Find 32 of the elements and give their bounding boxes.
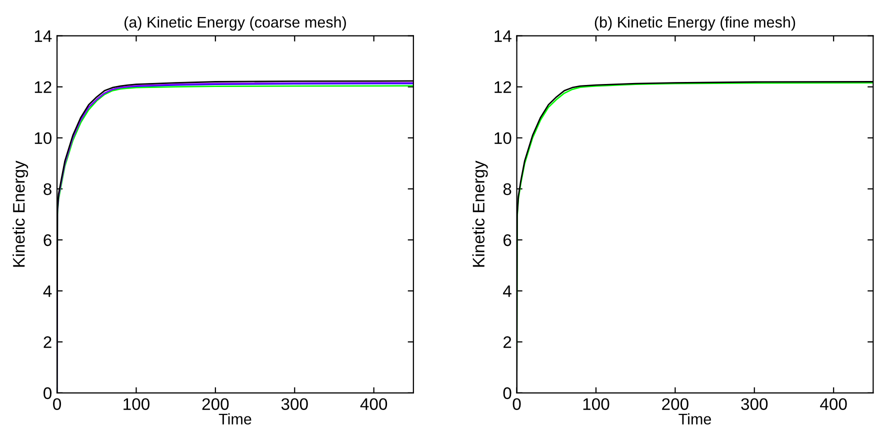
y-axis-title: Kinetic Energy [472, 160, 488, 267]
chart-title: (a) Kinetic Energy (coarse mesh) [124, 16, 346, 31]
chart-title: (b) Kinetic Energy (fine mesh) [594, 16, 796, 31]
y-tick-label: 0 [44, 387, 52, 400]
y-tick-label: 14 [494, 30, 512, 42]
y-tick-label: 2 [44, 336, 52, 348]
y-tick-label: 10 [34, 132, 52, 144]
y-tick-label: 8 [44, 183, 52, 196]
y-tick-label: 2 [503, 336, 512, 348]
x-tick-label: 300 [281, 398, 308, 410]
y-tick-label: 6 [44, 234, 52, 246]
x-tick-label: 0 [53, 398, 62, 410]
y-tick-label: 14 [34, 30, 52, 42]
x-axis-title: Time [218, 413, 252, 425]
y-tick-label: 4 [503, 285, 512, 297]
x-tick-label: 0 [512, 398, 521, 410]
y-tick-label: 6 [503, 234, 512, 246]
y-tick-label: 8 [503, 183, 512, 196]
y-tick-label: 0 [503, 387, 512, 400]
x-axis-title: Time [678, 413, 711, 425]
y-tick-label: 10 [494, 132, 512, 144]
x-tick-label: 300 [741, 398, 768, 410]
y-tick-label: 12 [34, 81, 52, 93]
y-tick-label: 12 [494, 81, 512, 93]
x-tick-label: 200 [202, 398, 229, 410]
x-tick-label: 100 [124, 398, 150, 410]
y-tick-label: 4 [43, 285, 52, 297]
y-axis-title: Kinetic Energy [12, 160, 28, 267]
x-tick-label: 200 [662, 398, 688, 410]
x-tick-label: 100 [583, 398, 610, 410]
x-tick-label: 400 [820, 398, 847, 410]
x-tick-label: 400 [360, 398, 388, 410]
